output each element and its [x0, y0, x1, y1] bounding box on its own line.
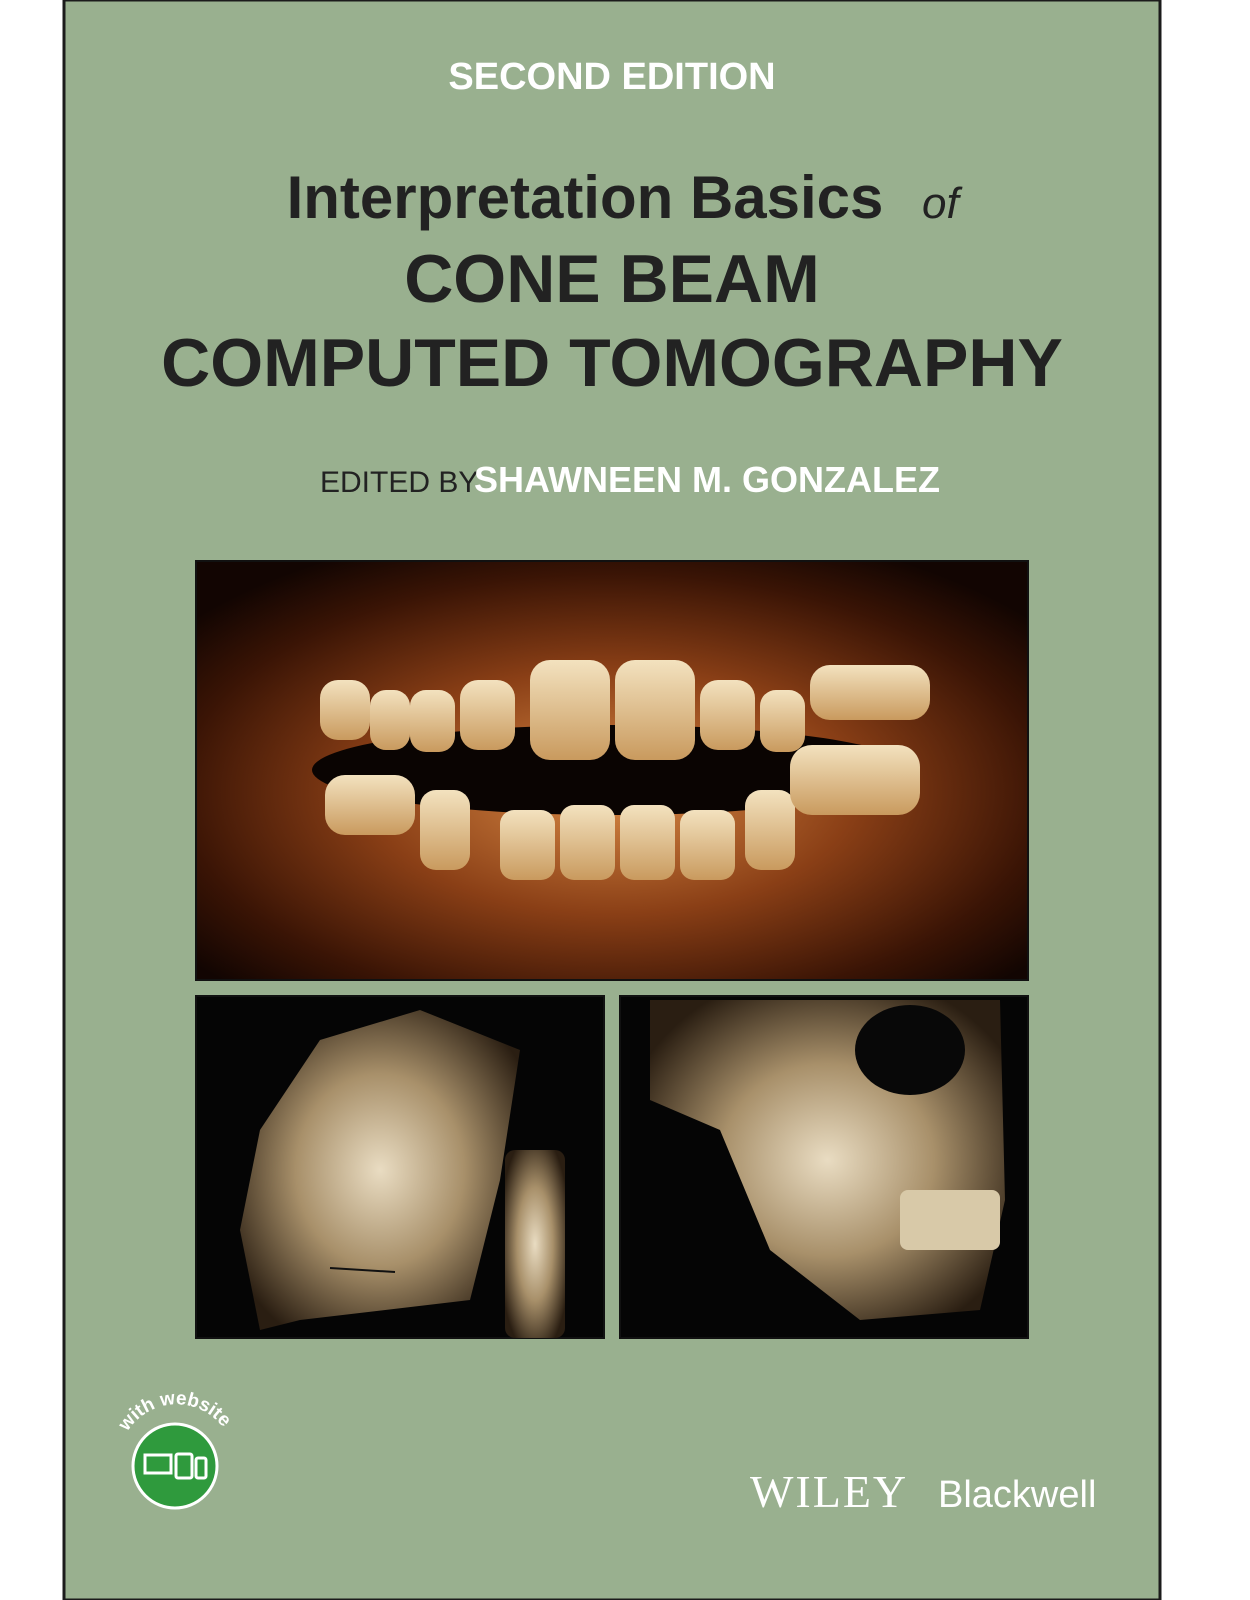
title-line: Interpretation Basics: [287, 164, 884, 231]
title-line: CONE BEAM: [404, 241, 820, 317]
title-connector: of: [922, 179, 963, 228]
publisher-name: WILEY: [750, 1466, 908, 1517]
publisher-imprint: Blackwell: [938, 1474, 1096, 1516]
cover-image: [195, 560, 1029, 981]
editor-name: SHAWNEEN M. GONZALEZ: [474, 459, 940, 500]
cover-image: [195, 995, 605, 1339]
cover-image: [619, 995, 1029, 1339]
editor-label: EDITED BY: [320, 466, 478, 499]
title-line: COMPUTED TOMOGRAPHY: [161, 325, 1063, 401]
edition: SECOND EDITION: [448, 56, 775, 98]
